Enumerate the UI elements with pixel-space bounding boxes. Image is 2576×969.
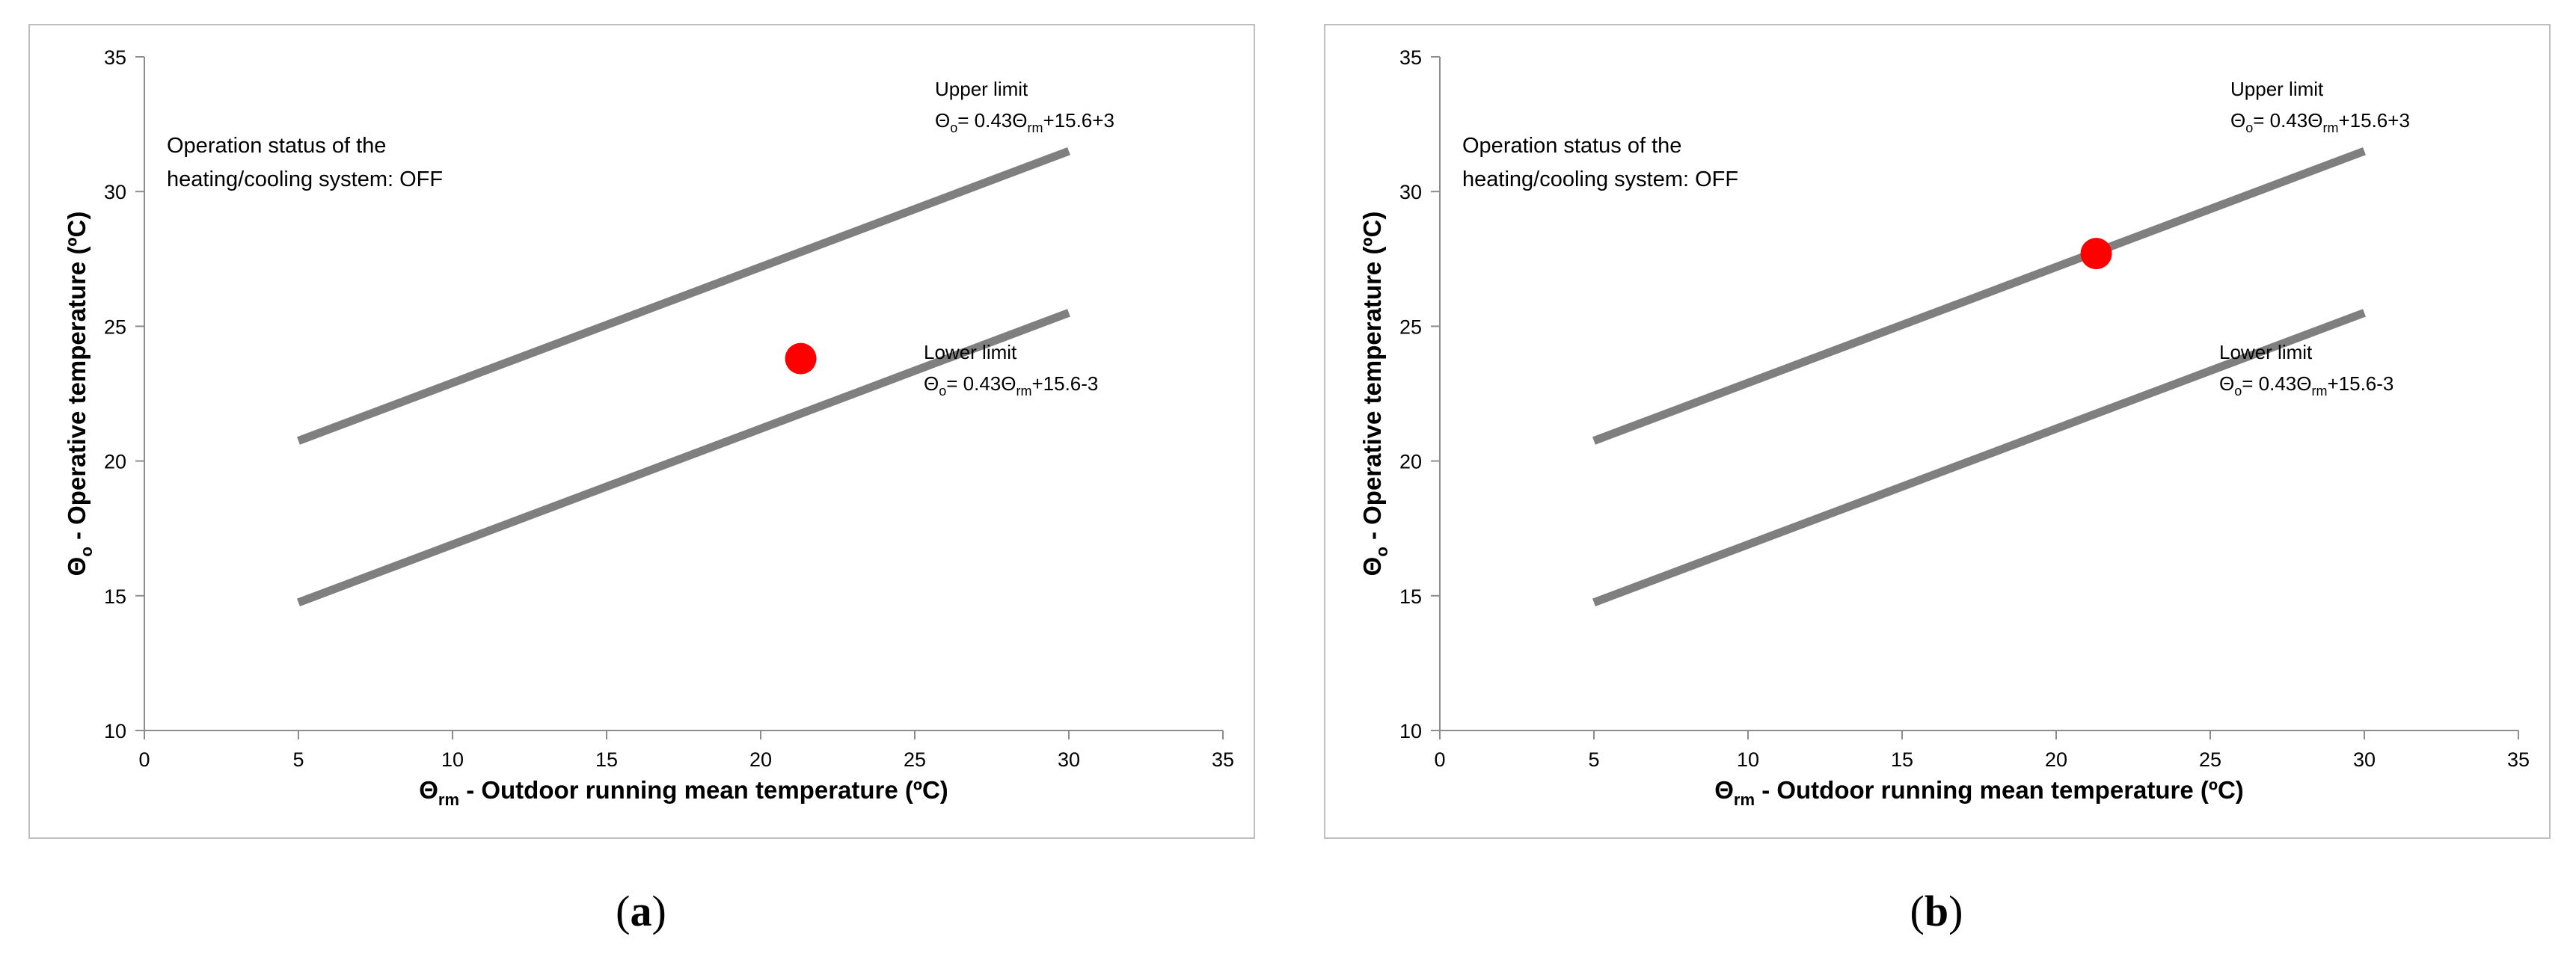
y-tick-label-b-10: 10 xyxy=(1399,720,1422,742)
x-tick-label-b-25: 25 xyxy=(2199,748,2221,771)
series-equation-a-upper-limit-part-3: rm xyxy=(1027,120,1043,135)
series-equation-b-lower-limit-part-2: = 0.43Θ xyxy=(2242,372,2311,395)
series-equation-a-lower-limit-part-1: o xyxy=(939,384,946,399)
y-tick-label-a-30: 30 xyxy=(104,181,126,203)
series-equation-b-lower-limit-part-4: +15.6-3 xyxy=(2327,372,2393,395)
series-equation-b-lower-limit: Θo= 0.43Θrm+15.6-3 xyxy=(2219,372,2393,399)
status-text-b-line-0: Operation status of the xyxy=(1462,134,1681,158)
series-equation-a-lower-limit-part-2: = 0.43Θ xyxy=(946,372,1016,395)
series-equation-a-lower-limit-part-3: rm xyxy=(1016,384,1031,399)
y-tick-label-a-15: 15 xyxy=(104,585,126,608)
series-equation-b-lower-limit-part-0: Θ xyxy=(2219,372,2234,395)
series-equation-a-upper-limit: Θo= 0.43Θrm+15.6+3 xyxy=(935,109,1114,135)
series-equation-b-upper-limit: Θo= 0.43Θrm+15.6+3 xyxy=(2230,109,2410,135)
status-text-a-line-1: heating/cooling system: OFF xyxy=(167,167,443,191)
series-equation-a-upper-limit-part-1: o xyxy=(950,120,957,135)
status-text-b-line-1: heating/cooling system: OFF xyxy=(1462,167,1738,191)
y-axis-title-b-part-2: - Operative temperature (ºC) xyxy=(1358,212,1386,547)
x-tick-label-a-30: 30 xyxy=(1058,748,1080,771)
chart-svg-a: 0 5 10 15 20 25 30 35 10 15 20 25 30 35 Θrm - Outdoor … xyxy=(63,46,1234,809)
y-axis-title-b: Θo - Operative temperature (ºC) xyxy=(1358,212,1391,576)
x-axis-title-b-part-2: - Outdoor running mean temperature (ºC) xyxy=(1755,776,2244,804)
x-tick-label-a-35: 35 xyxy=(1212,748,1234,771)
series-equation-b-upper-limit-part-3: rm xyxy=(2322,120,2338,135)
chart-svg-b: 0 5 10 15 20 25 30 35 10 15 20 25 30 35 Θrm - Outdoor … xyxy=(1358,46,2530,809)
series-equation-b-upper-limit-part-0: Θ xyxy=(2230,109,2245,132)
series-equation-b-lower-limit-part-1: o xyxy=(2234,384,2242,399)
y-tick-label-a-10: 10 xyxy=(104,720,126,742)
caption-a-letter: a xyxy=(630,887,652,935)
status-text-a-line-0: Operation status of the xyxy=(167,134,386,158)
series-equation-a-lower-limit-part-0: Θ xyxy=(924,372,939,395)
y-axis-title-b-part-1: o xyxy=(1373,547,1391,556)
series-equation-a-lower-limit: Θo= 0.43Θrm+15.6-3 xyxy=(924,372,1098,399)
caption-b: (b) xyxy=(1910,887,1963,935)
x-tick-label-b-0: 0 xyxy=(1434,748,1445,771)
series-equation-b-upper-limit-part-4: +15.6+3 xyxy=(2338,109,2409,132)
series-name-b-lower-limit: Lower limit xyxy=(2219,341,2313,363)
x-tick-label-b-10: 10 xyxy=(1737,748,1759,771)
series-line-a-upper-limit xyxy=(297,147,1070,445)
chart-panel-a: 0 5 10 15 20 25 30 35 10 15 20 25 30 35 Θrm - Outdoor … xyxy=(28,24,1255,839)
series-name-a-lower-limit: Lower limit xyxy=(924,341,1017,363)
x-axis-title-a-part-1: rm xyxy=(438,790,459,809)
x-axis-title-b-part-1: rm xyxy=(1734,790,1755,809)
y-tick-label-a-25: 25 xyxy=(104,316,126,338)
series-equation-b-upper-limit-part-2: = 0.43Θ xyxy=(2253,109,2322,132)
y-axis-title-a-part-2: - Operative temperature (ºC) xyxy=(63,212,91,547)
series-equation-a-upper-limit-part-2: = 0.43Θ xyxy=(957,109,1027,132)
y-tick-label-b-30: 30 xyxy=(1399,181,1422,203)
x-tick-label-b-20: 20 xyxy=(2045,748,2067,771)
x-tick-label-a-25: 25 xyxy=(904,748,926,771)
y-axis-title-a: Θo - Operative temperature (ºC) xyxy=(63,212,96,576)
x-tick-label-a-5: 5 xyxy=(292,748,304,771)
x-tick-label-a-15: 15 xyxy=(595,748,618,771)
x-tick-label-a-0: 0 xyxy=(138,748,150,771)
y-axis-title-b-part-0: Θ xyxy=(1358,557,1386,576)
x-axis-title-a-part-0: Θ xyxy=(419,776,438,804)
x-axis-title-a-part-2: - Outdoor running mean temperature (ºC) xyxy=(459,776,948,804)
data-point-b xyxy=(2080,238,2112,270)
x-tick-label-b-5: 5 xyxy=(1588,748,1599,771)
x-tick-label-b-15: 15 xyxy=(1891,748,1913,771)
x-axis-title-b-part-0: Θ xyxy=(1714,776,1734,804)
x-axis-title-b: Θrm - Outdoor running mean temperature (… xyxy=(1714,776,2244,809)
y-tick-label-b-35: 35 xyxy=(1399,46,1422,69)
series-equation-b-lower-limit-part-3: rm xyxy=(2311,384,2327,399)
series-name-a-upper-limit: Upper limit xyxy=(935,78,1028,100)
series-equation-a-upper-limit-part-0: Θ xyxy=(935,109,950,132)
series-line-b-upper-limit xyxy=(1592,147,2366,445)
x-axis-title-a: Θrm - Outdoor running mean temperature (… xyxy=(419,776,948,809)
data-point-a xyxy=(785,342,817,375)
x-tick-label-b-30: 30 xyxy=(2353,748,2376,771)
x-tick-label-a-20: 20 xyxy=(749,748,772,771)
series-line-a-lower-limit xyxy=(297,309,1070,606)
series-name-b-upper-limit: Upper limit xyxy=(2230,78,2324,100)
y-tick-label-b-25: 25 xyxy=(1399,316,1422,338)
y-tick-label-a-35: 35 xyxy=(104,46,126,69)
series-line-b-lower-limit xyxy=(1592,309,2366,606)
y-axis-title-a-part-0: Θ xyxy=(63,557,91,576)
y-tick-label-b-20: 20 xyxy=(1399,451,1422,473)
x-tick-label-a-10: 10 xyxy=(441,748,464,771)
caption-a: (a) xyxy=(616,887,666,935)
x-tick-label-b-35: 35 xyxy=(2507,748,2530,771)
series-equation-a-upper-limit-part-4: +15.6+3 xyxy=(1043,109,1114,132)
y-tick-label-a-20: 20 xyxy=(104,451,126,473)
caption-b-letter: b xyxy=(1924,887,1949,935)
y-tick-label-b-15: 15 xyxy=(1399,585,1422,608)
chart-panel-b: 0 5 10 15 20 25 30 35 10 15 20 25 30 35 Θrm - Outdoor … xyxy=(1324,24,2551,839)
y-axis-title-a-part-1: o xyxy=(77,547,96,556)
series-equation-b-upper-limit-part-1: o xyxy=(2245,120,2253,135)
series-equation-a-lower-limit-part-4: +15.6-3 xyxy=(1031,372,1098,395)
